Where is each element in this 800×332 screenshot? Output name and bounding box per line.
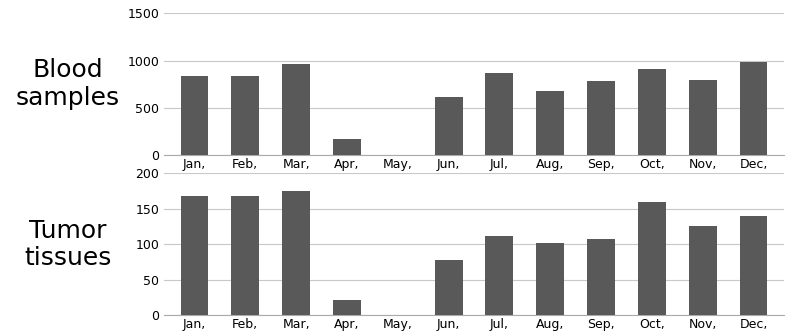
Bar: [739, 61, 767, 155]
Bar: [231, 196, 259, 315]
Bar: [333, 300, 361, 315]
Bar: [689, 226, 717, 315]
Bar: [536, 91, 564, 155]
Bar: [434, 97, 462, 155]
Bar: [587, 239, 615, 315]
Bar: [638, 202, 666, 315]
Bar: [638, 69, 666, 155]
Bar: [689, 80, 717, 155]
Bar: [587, 81, 615, 155]
Bar: [486, 73, 514, 155]
Text: Tumor
tissues: Tumor tissues: [24, 218, 111, 270]
Bar: [739, 216, 767, 315]
Bar: [434, 260, 462, 315]
Text: Blood
samples: Blood samples: [16, 58, 120, 110]
Bar: [181, 76, 209, 155]
Bar: [536, 243, 564, 315]
Bar: [282, 64, 310, 155]
Bar: [231, 76, 259, 155]
Bar: [282, 191, 310, 315]
Bar: [181, 196, 209, 315]
Bar: [333, 139, 361, 155]
Bar: [486, 236, 514, 315]
